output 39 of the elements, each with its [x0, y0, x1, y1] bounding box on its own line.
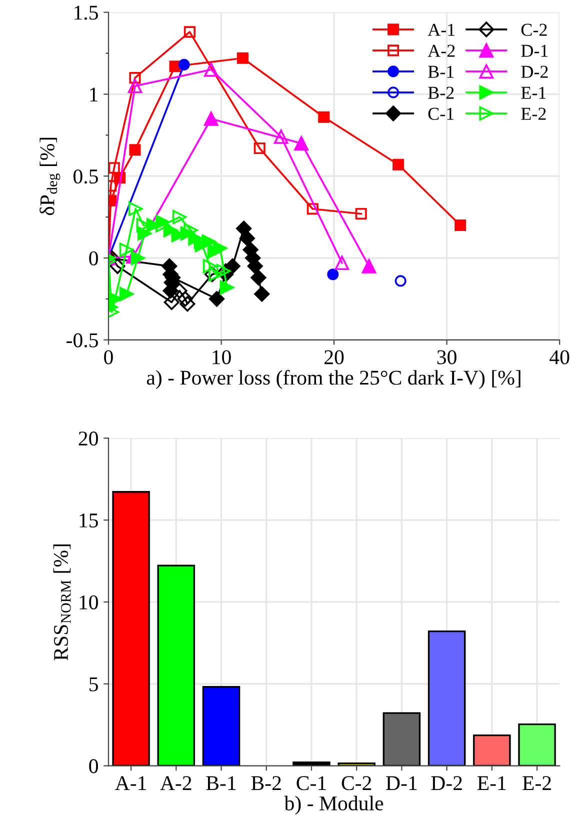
- x-tick-label: 30: [437, 350, 456, 364]
- y-tick-label: 0: [89, 251, 98, 266]
- legend-label: E-2: [521, 108, 546, 120]
- x-tick-label: C-2: [342, 776, 372, 790]
- y-tick-label: 0: [89, 759, 98, 774]
- legend-label: D-1: [521, 44, 548, 57]
- x-tick-label: 20: [324, 350, 344, 364]
- legend-label: B-2: [428, 86, 454, 99]
- x-tick-label: 0: [104, 350, 113, 364]
- x-axis-title: a) - Power loss (from the 25°C dark I-V) [%]: [146, 370, 520, 389]
- legend-label: B-1: [428, 66, 454, 78]
- legend-label: A-2: [428, 44, 455, 57]
- y-tick-label: 1: [90, 88, 98, 102]
- legend-label: D-2: [521, 66, 548, 78]
- y-tick-label: 5: [90, 677, 98, 692]
- x-tick-label: C-1: [296, 776, 326, 790]
- y-tick-label: 10: [80, 595, 98, 610]
- legend-label: C-2: [521, 24, 547, 36]
- y-tick-label: 1.5: [74, 6, 98, 20]
- x-tick-label: A-1: [115, 776, 146, 790]
- legend-label: E-1: [521, 86, 546, 99]
- y-tick-label: 15: [80, 514, 98, 528]
- x-tick-label: B-2: [251, 776, 281, 790]
- x-tick-label: 10: [212, 350, 231, 364]
- legend-label: C-1: [428, 108, 454, 120]
- y-tick-label: 20: [78, 432, 98, 446]
- x-tick-label: E-1: [477, 776, 506, 790]
- legend-label: A-1: [428, 24, 455, 36]
- y-axis-title: RSS$_{NORM}$ [%]: [53, 544, 71, 660]
- x-tick-label: B-1: [206, 776, 236, 790]
- y-tick-label: 0.5: [74, 169, 98, 184]
- x-tick-label: D-2: [431, 776, 462, 790]
- y-axis-title: δP$_{deg}$ [%]: [40, 138, 60, 216]
- x-tick-label: E-2: [522, 776, 551, 790]
- y-tick-label: -0.5: [66, 333, 98, 348]
- x-tick-label: 40: [550, 350, 570, 364]
- x-tick-label: D-1: [386, 776, 417, 790]
- x-tick-label: A-2: [160, 776, 192, 790]
- x-axis-title: b) - Module: [284, 796, 384, 815]
